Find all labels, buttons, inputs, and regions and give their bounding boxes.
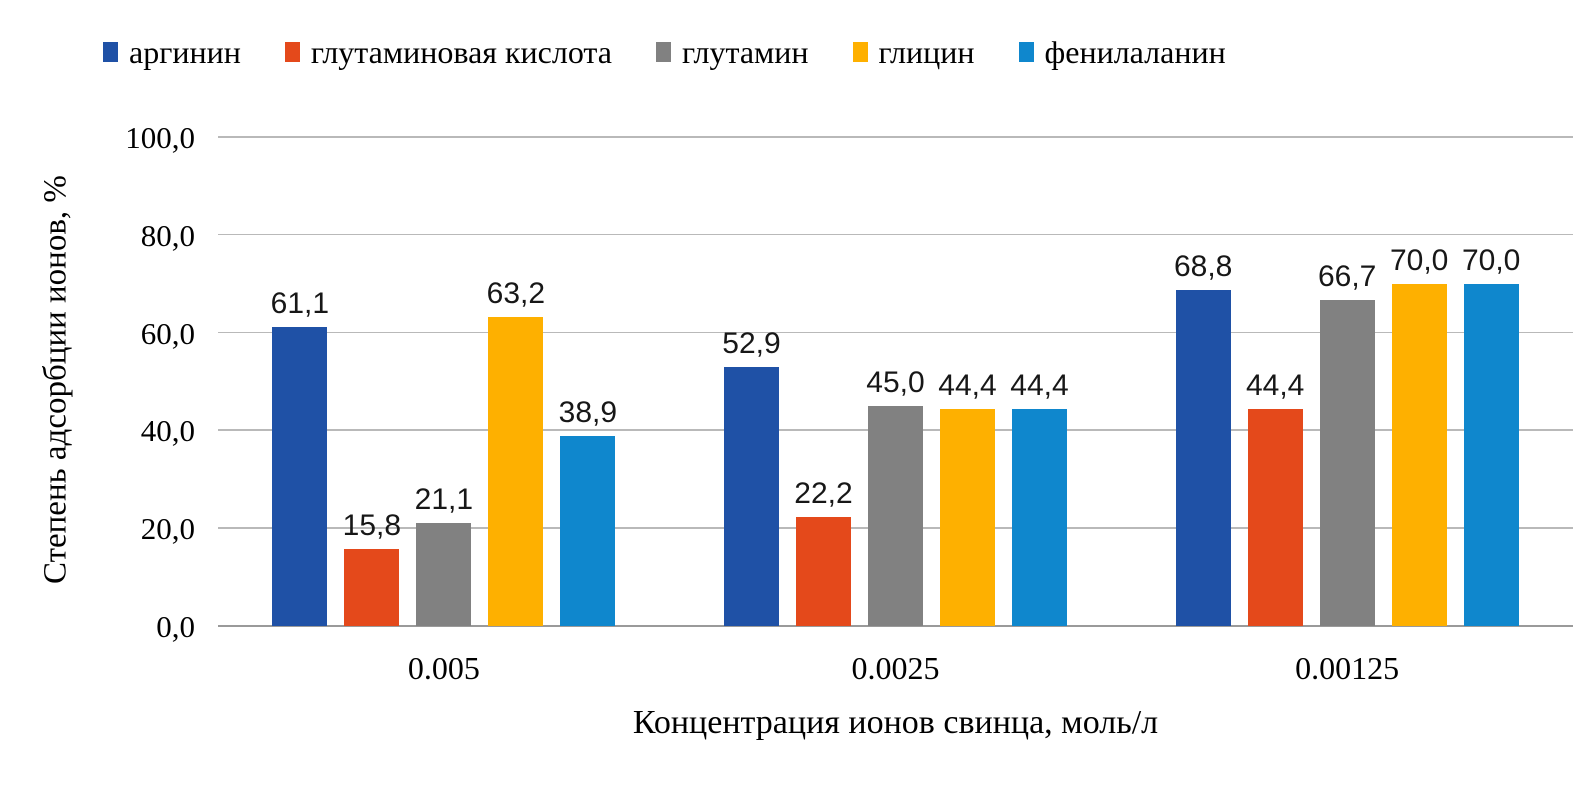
y-axis-title: Степень адсорбции ионов, % — [37, 175, 74, 585]
legend-label: глутаминовая кислота — [310, 34, 612, 70]
bar-group: 68,8 44,4 66,7 70,0 70,0 — [1121, 137, 1573, 626]
x-tick-label: 0.005 — [407, 650, 480, 686]
bar-fill — [272, 327, 328, 626]
bar-аргинин: 68,8 — [1174, 251, 1232, 626]
bar-group: 61,1 15,8 21,1 63,2 38,9 — [218, 137, 670, 626]
bar-fill — [939, 408, 995, 626]
y-tick-label: 100,0 — [125, 120, 195, 155]
bar-fill — [488, 316, 544, 626]
bar-глутаминовая кислота: 44,4 — [1246, 370, 1304, 626]
bar-value-label: 22,2 — [794, 477, 853, 511]
gridline — [218, 625, 1573, 627]
bar-value-label: 38,9 — [558, 395, 618, 429]
bar-fill — [723, 367, 779, 626]
bar-value-label: 66,7 — [1317, 259, 1377, 293]
bar-group: 52,9 22,2 45,0 44,4 44,4 — [670, 137, 1122, 626]
bar-глицин: 70,0 — [1390, 245, 1448, 626]
bar-value-label: 68,8 — [1173, 249, 1233, 283]
bar-value-label: 44,4 — [1010, 368, 1069, 402]
bar-value-label: 15,8 — [342, 508, 402, 542]
y-tick-label: 40,0 — [140, 413, 195, 449]
bar-глицин: 63,2 — [487, 278, 545, 626]
bar-value-label: 63,2 — [486, 276, 546, 310]
bar-аргинин: 52,9 — [722, 329, 781, 626]
legend-item: глутамин — [655, 34, 809, 70]
legend-swatch-icon — [1018, 42, 1034, 62]
legend-swatch-icon — [852, 42, 868, 62]
bar-аргинин: 61,1 — [271, 289, 329, 626]
bar-fill — [560, 435, 616, 626]
gridline — [218, 331, 1573, 334]
legend-swatch-icon — [655, 42, 671, 62]
legend-label: фенилаланин — [1044, 34, 1226, 70]
legend-item: глутаминовая кислота — [284, 34, 612, 70]
legend-swatch-icon — [284, 42, 300, 62]
bar-фенилаланин: 70,0 — [1462, 245, 1520, 626]
bar-fill — [416, 522, 472, 626]
bar-fill — [344, 548, 400, 626]
gridline — [218, 136, 1573, 138]
legend-label: аргинин — [129, 34, 241, 70]
bar-fill — [867, 405, 923, 626]
bar-глутаминовая кислота: 22,2 — [794, 479, 853, 626]
bar-fill — [1011, 408, 1067, 626]
bar-fill — [1319, 299, 1375, 626]
x-tick-label: 0.00125 — [1295, 650, 1400, 686]
bar-value-label: 70,0 — [1389, 243, 1449, 277]
bar-глутамин: 45,0 — [866, 367, 925, 626]
legend-item: фенилаланин — [1018, 34, 1226, 70]
bar-глутамин: 66,7 — [1318, 261, 1376, 626]
bar-value-label: 44,4 — [1245, 368, 1305, 402]
bar-fill — [795, 517, 851, 626]
y-tick-label: 60,0 — [140, 315, 195, 351]
x-axis-title: Концентрация ионов свинца, моль/л — [632, 704, 1159, 741]
bar-value-label: 52,9 — [722, 327, 781, 361]
bar-fill — [1463, 283, 1519, 626]
bar-value-label: 70,0 — [1461, 243, 1521, 277]
plot-area: 61,1 15,8 21,1 63,2 38,9 52,9 22,2 45,0 44,4 44,4… — [218, 136, 1573, 627]
legend-swatch-icon — [103, 42, 118, 62]
legend-item: глицин — [852, 34, 975, 70]
bar-глутаминовая кислота: 15,8 — [343, 510, 401, 626]
legend-label: глицин — [878, 34, 975, 70]
bar-глицин: 44,4 — [938, 370, 997, 626]
bar-value-label: 44,4 — [938, 368, 997, 402]
bar-value-label: 61,1 — [270, 287, 330, 321]
gridline — [218, 233, 1573, 236]
bar-fill — [1247, 408, 1303, 626]
bar-value-label: 45,0 — [866, 365, 925, 399]
bar-глутамин: 21,1 — [415, 484, 473, 626]
y-tick-label: 80,0 — [140, 217, 195, 253]
bar-fill — [1391, 283, 1447, 626]
x-tick-label: 0.0025 — [851, 650, 940, 686]
y-tick-label: 0,0 — [156, 609, 195, 644]
legend-label: глутамин — [681, 34, 809, 70]
legend-item: аргинин — [103, 36, 241, 68]
chart-legend: аргинин глутаминовая кислота глутамин глици… — [103, 36, 1226, 68]
bar-фенилаланин: 38,9 — [559, 397, 617, 626]
bar-фенилаланин: 44,4 — [1010, 370, 1069, 626]
bar-fill — [1175, 289, 1231, 626]
bar-value-label: 21,1 — [414, 482, 474, 516]
y-tick-label: 20,0 — [140, 511, 195, 547]
